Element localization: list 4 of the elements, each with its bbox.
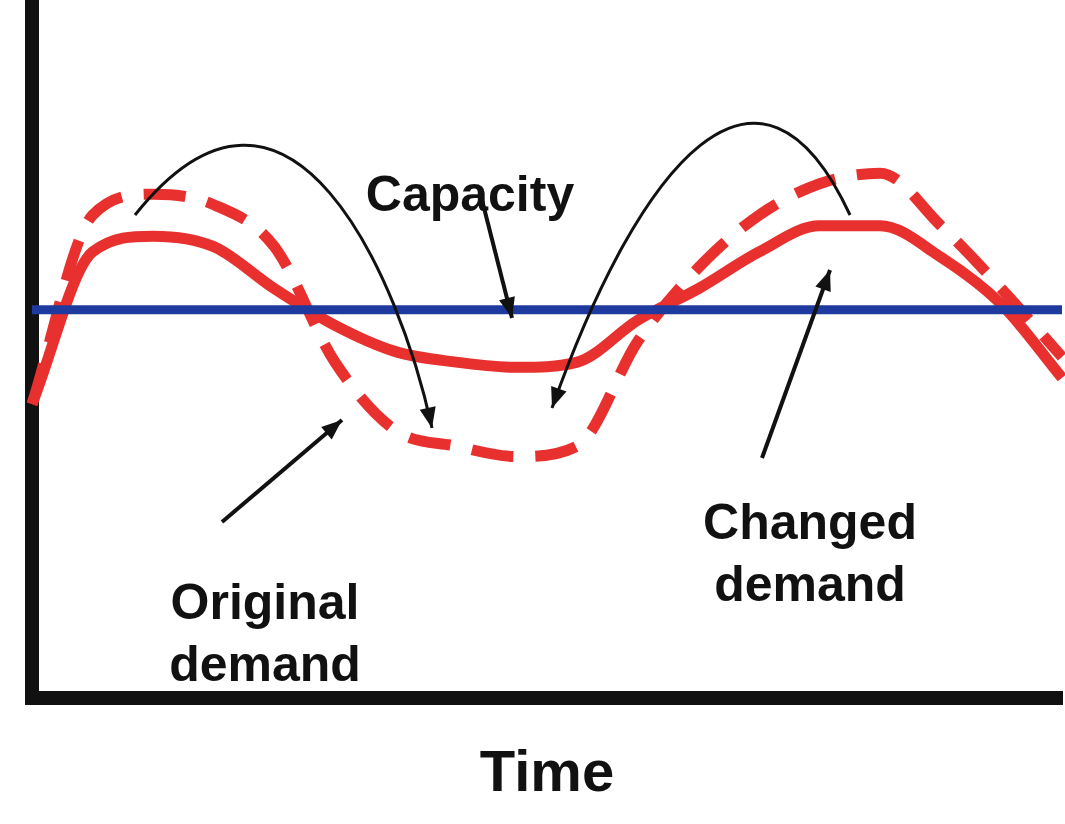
series-label: Capacity [365, 165, 575, 222]
x-axis-title: Time [479, 738, 615, 804]
text: Changed demand [703, 493, 917, 612]
text: Original demand [169, 573, 361, 692]
